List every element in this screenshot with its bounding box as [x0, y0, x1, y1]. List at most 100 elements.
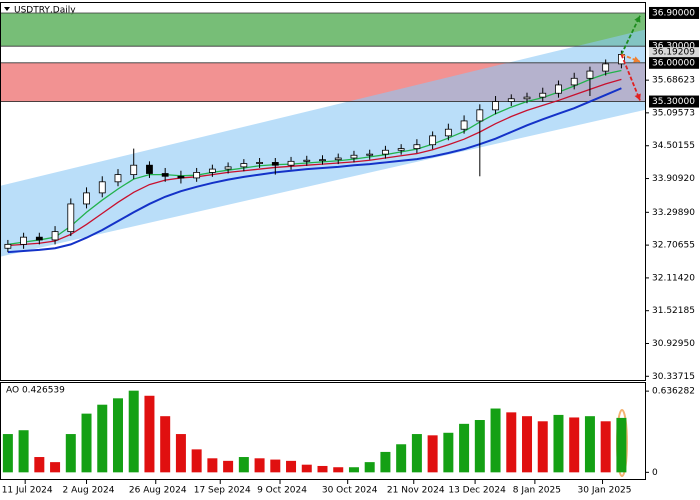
ao-bar — [18, 430, 29, 473]
level-label: 36.30000 — [652, 42, 695, 52]
candle-body — [319, 159, 326, 162]
ao-bar — [396, 444, 407, 473]
menu-icon[interactable] — [4, 7, 10, 11]
x-tick-label: 17 Sep 2024 — [194, 486, 251, 496]
ao-bar — [160, 416, 171, 473]
price-label-box — [649, 47, 699, 58]
candle-body — [208, 168, 216, 173]
arrow-head — [634, 93, 641, 101]
zone — [1, 12, 645, 47]
candle-body — [350, 154, 358, 159]
ao-bar — [286, 460, 297, 473]
ao-bar — [81, 413, 92, 473]
candle-body — [20, 236, 27, 245]
moving-average — [7, 69, 622, 246]
candle-body — [240, 163, 248, 168]
y-tick-label: 30.33715 — [652, 372, 695, 382]
ao-bar — [569, 417, 580, 473]
channel — [1, 29, 645, 257]
candle-body — [397, 148, 405, 151]
x-tick-label: 30 Jan 2025 — [578, 486, 632, 496]
ao-bar — [97, 404, 108, 473]
ao-bar — [427, 435, 438, 473]
ao-bar — [333, 467, 344, 473]
candle-body — [98, 181, 106, 194]
candle-body — [460, 120, 468, 130]
ao-bar — [254, 458, 265, 473]
x-tick-label: 2 Aug 2024 — [63, 486, 115, 496]
candle-body — [539, 92, 547, 98]
ao-bar — [301, 464, 312, 473]
candle-body — [602, 63, 610, 72]
x-tick-label: 26 Aug 2024 — [129, 486, 187, 496]
candle-body — [35, 236, 43, 241]
candle-body — [256, 162, 263, 164]
ao-bar — [380, 451, 391, 473]
forecast-arrow — [621, 53, 641, 63]
y-tick-label: 30.92950 — [652, 339, 695, 349]
y-tick-label: 35.68623 — [652, 76, 695, 86]
candle-body — [476, 109, 484, 122]
ao-bar — [443, 432, 454, 473]
candle-body — [130, 164, 138, 176]
ao-bar — [348, 467, 359, 473]
y-tick-label: 35.09573 — [652, 108, 695, 118]
y-tick-label: 0 — [652, 468, 658, 478]
y-tick-label: 31.52185 — [652, 306, 695, 316]
ao-bar — [112, 398, 123, 473]
y-tick-label: 34.50155 — [652, 141, 695, 151]
candle-body — [287, 160, 295, 166]
candle-body — [507, 98, 515, 102]
ao-bar — [175, 434, 186, 473]
candle-body — [429, 135, 437, 146]
chart-title: USDTRY,Daily — [14, 6, 76, 16]
ao-bar — [144, 395, 155, 473]
candle-body — [4, 243, 12, 249]
ao-bar — [50, 462, 61, 473]
ao-bar — [616, 417, 627, 473]
candle-body — [271, 162, 279, 166]
ao-bar — [191, 449, 202, 473]
candle-body — [67, 203, 75, 233]
ao-bar — [411, 434, 422, 473]
moving-average — [7, 78, 622, 247]
y-tick-label: 0.636282 — [652, 387, 695, 397]
y-tick-label: 33.29890 — [652, 208, 695, 218]
candle-body — [83, 192, 90, 205]
candle-body — [366, 153, 374, 156]
ao-bar — [2, 434, 13, 473]
ao-bar — [207, 458, 218, 473]
forecast-arrow — [620, 15, 641, 55]
ao-bar — [537, 421, 548, 473]
ao-bar — [474, 420, 485, 473]
candle-body — [177, 175, 185, 179]
price-panel — [0, 2, 646, 381]
level-label: 36.00000 — [652, 58, 695, 68]
arrow-head — [634, 15, 641, 23]
x-tick-label: 13 Dec 2024 — [448, 486, 506, 496]
level-label-box — [649, 6, 699, 19]
level-label: 36.90000 — [652, 8, 695, 18]
ao-bar — [270, 459, 281, 473]
ao-bar — [506, 412, 517, 473]
candle-body — [444, 128, 452, 137]
candle-body — [303, 159, 311, 162]
candle-body — [586, 70, 594, 79]
ao-bar — [128, 390, 139, 473]
candle-body — [570, 77, 578, 86]
level-label: 35.30000 — [652, 97, 695, 107]
price-label: 36.19209 — [652, 48, 695, 58]
level-label-box — [649, 56, 699, 69]
candle-body — [334, 157, 342, 161]
arrow-head — [633, 56, 640, 63]
y-tick-label: 33.90920 — [652, 174, 695, 184]
ao-bar — [223, 460, 234, 473]
ao-bar — [65, 434, 76, 473]
x-tick-label: 8 Jan 2025 — [513, 486, 561, 496]
ao-bar — [600, 421, 611, 473]
candle-body — [224, 166, 232, 170]
ao-bar — [490, 408, 501, 473]
y-tick-label: 32.11420 — [652, 273, 695, 283]
x-tick-label: 11 Jul 2024 — [2, 486, 53, 496]
